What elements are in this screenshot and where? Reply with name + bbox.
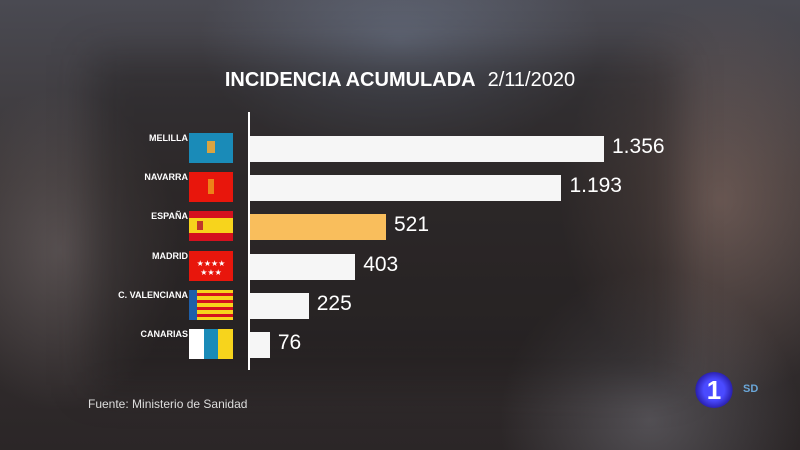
svg-text:★★★★: ★★★★: [197, 259, 226, 268]
category-label: NAVARRA: [144, 172, 188, 183]
bar: [250, 136, 604, 162]
value-label: 225: [316, 291, 352, 315]
value-label: 76: [277, 331, 302, 354]
navarra-flag-icon: [189, 172, 233, 203]
bar-row: MADRID ★★★★ ★★★ 403: [0, 250, 800, 281]
bar-row: NAVARRA 1.193: [0, 172, 800, 203]
category-label: ESPAÑA: [151, 211, 188, 222]
flag: ★★★★ ★★★: [189, 250, 233, 281]
bar-row: CANARIAS 76: [0, 329, 800, 359]
sd-badge: SD: [743, 383, 759, 395]
bar: [250, 175, 562, 202]
chart-title: INCIDENCIA ACUMULADA 2/11/2020: [0, 69, 800, 92]
bar-row: C. VALENCIANA 225: [0, 289, 800, 320]
source-note: Fuente: Ministerio de Sanidad: [88, 397, 248, 411]
bar: [250, 332, 270, 358]
flag: [189, 133, 233, 163]
flag: [189, 211, 233, 242]
value-label: 521: [394, 213, 430, 237]
valencia-flag-icon: [189, 289, 233, 320]
bar: [250, 292, 309, 319]
bar: [250, 214, 386, 241]
category-label: MADRID: [152, 250, 188, 261]
category-label: C. VALENCIANA: [118, 289, 188, 300]
value-label: 403: [363, 252, 399, 276]
date-text: 2/11/2020: [487, 69, 576, 91]
bar-row: MELILLA 1.356: [0, 133, 800, 163]
value-label: 1.356: [612, 135, 665, 158]
value-label: 1.193: [569, 174, 622, 198]
spain-flag-icon: [189, 211, 233, 242]
melilla-flag-icon: [189, 133, 233, 163]
canarias-flag-icon: [189, 329, 233, 359]
flag: [189, 329, 233, 359]
flag: [189, 289, 233, 320]
category-label: MELILLA: [149, 133, 188, 143]
svg-text:★★★: ★★★: [200, 268, 222, 277]
tve1-logo: 1: [695, 372, 733, 408]
flag: [189, 172, 233, 203]
y-axis-line: [248, 112, 250, 370]
category-label: CANARIAS: [140, 329, 188, 339]
madrid-flag-icon: ★★★★★★★: [189, 250, 233, 281]
bar: [250, 253, 356, 280]
title-text: INCIDENCIA ACUMULADA: [224, 69, 476, 91]
bar-row: ESPAÑA 521: [0, 211, 800, 242]
